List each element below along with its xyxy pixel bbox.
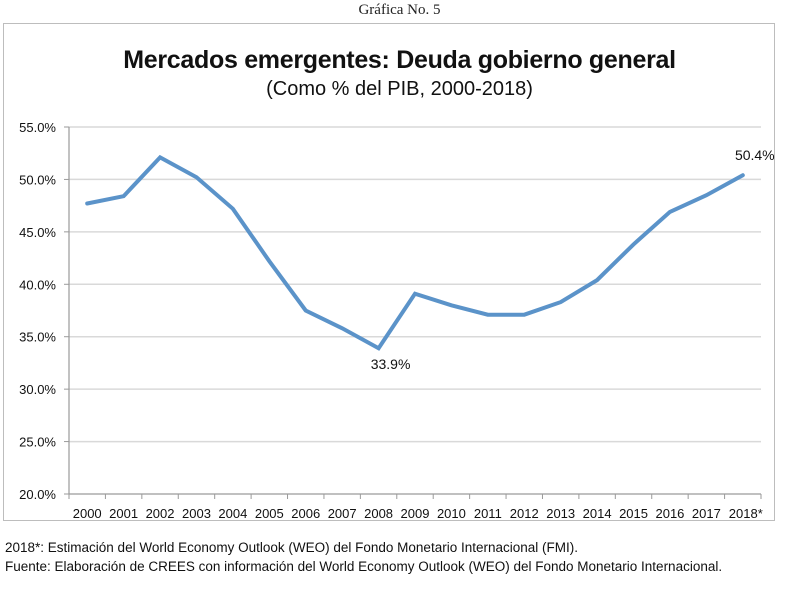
y-axis-tick-labels: 20.0% 25.0% 30.0% 35.0% 40.0% 45.0% 50.0% 55.0% <box>19 120 56 502</box>
x-axis-tick-labels: 2000 2001 2002 2003 2004 2005 2006 2007 2008 2009… <box>73 506 763 521</box>
x-tick-label: 2014 <box>583 506 612 521</box>
data-label: 50.4% <box>735 147 775 163</box>
x-tick-label: 2012 <box>510 506 539 521</box>
y-tick-label: 35.0% <box>19 330 56 345</box>
x-tick-label: 2002 <box>146 506 175 521</box>
y-tick-label: 20.0% <box>19 487 56 502</box>
y-tick-label: 45.0% <box>19 225 56 240</box>
y-tick-label: 25.0% <box>19 435 56 450</box>
axes <box>64 126 762 499</box>
data-labels: 33.9% 50.4% <box>371 147 775 372</box>
x-tick-label: 2005 <box>255 506 284 521</box>
x-tick-label: 2009 <box>401 506 430 521</box>
figure-caption: Gráfica No. 5 <box>358 2 441 18</box>
x-tick-label: 2016 <box>655 506 684 521</box>
chart-subtitle: (Como % del PIB, 2000-2018) <box>266 78 533 100</box>
x-tick-label: 2001 <box>109 506 138 521</box>
x-tick-label: 2007 <box>328 506 357 521</box>
data-label: 33.9% <box>371 356 411 372</box>
y-tick-label: 55.0% <box>19 120 56 135</box>
x-tick-label: 2004 <box>218 506 247 521</box>
source-note: Fuente: Elaboración de CREES con informa… <box>5 559 723 574</box>
x-tick-label: 2011 <box>474 506 502 521</box>
x-tick-label: 2018* <box>729 506 763 521</box>
gridlines <box>69 126 761 443</box>
series-line <box>85 154 745 351</box>
chart-notes: 2018*: Estimación del World Economy Outl… <box>5 538 795 576</box>
x-tick-label: 2003 <box>182 506 211 521</box>
x-tick-label: 2008 <box>364 506 393 521</box>
y-tick-label: 50.0% <box>19 172 56 187</box>
y-tick-label: 40.0% <box>19 277 56 292</box>
x-tick-label: 2013 <box>546 506 575 521</box>
x-tick-label: 2017 <box>692 506 721 521</box>
estimate-note: 2018*: Estimación del World Economy Outl… <box>5 540 578 555</box>
series-layer <box>85 154 745 351</box>
x-tick-label: 2015 <box>619 506 648 521</box>
x-tick-label: 2010 <box>437 506 466 521</box>
y-tick-label: 30.0% <box>19 382 56 397</box>
x-tick-label: 2006 <box>291 506 320 521</box>
chart-title: Mercados emergentes: Deuda gobierno gene… <box>123 46 676 74</box>
x-tick-label: 2000 <box>73 506 102 521</box>
chart-frame <box>3 23 775 521</box>
